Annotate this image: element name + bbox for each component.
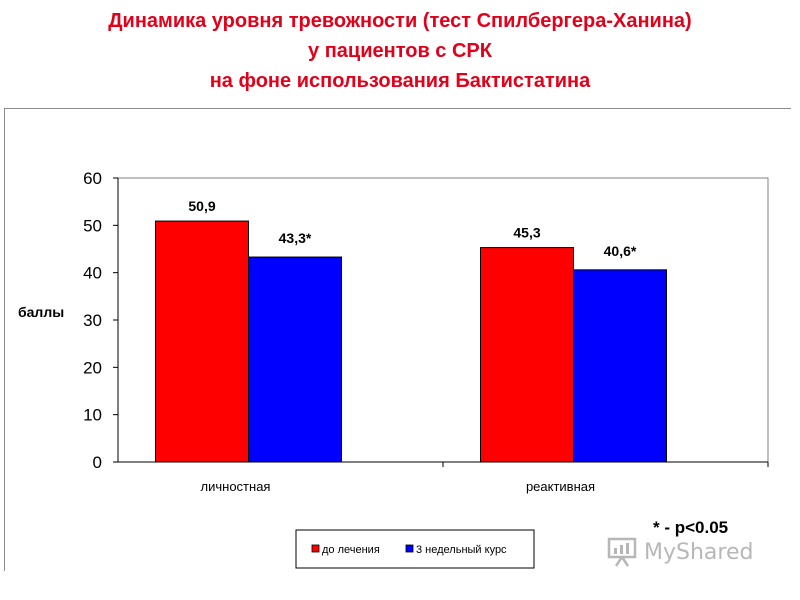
x-category-label: личностная (201, 479, 271, 494)
chart-title: Динамика уровня тревожности (тест Спилбе… (0, 6, 800, 96)
data-label: 50,9 (188, 198, 215, 214)
bar (480, 247, 574, 463)
legend-label: 3 недельный курс (416, 544, 507, 556)
bar (155, 220, 249, 463)
data-label: 40,6* (604, 243, 637, 259)
title-line-2: у пациентов с СРК (308, 40, 492, 62)
legend-box (295, 529, 535, 569)
bar (248, 256, 342, 463)
legend-swatch (311, 544, 320, 553)
data-label: 45,3 (513, 225, 540, 241)
significance-footnote: * - р<0.05 (653, 518, 729, 537)
legend: до лечения 3 недельный курс (295, 529, 535, 569)
y-tick-label: 0 (93, 453, 102, 472)
y-tick-label: 40 (83, 264, 102, 283)
presentation-board-icon (607, 537, 637, 567)
y-tick-label: 10 (83, 406, 102, 425)
title-line-3: на фоне использования Бактистатина (209, 70, 591, 92)
data-label: 43,3* (279, 230, 312, 246)
watermark-text: MyShared (644, 539, 754, 565)
title-line-1: Динамика уровня тревожности (тест Спилбе… (108, 10, 692, 32)
y-tick-label: 20 (83, 358, 102, 377)
watermark: MyShared (606, 536, 753, 568)
y-tick-label: 60 (83, 169, 102, 188)
bar (573, 269, 667, 463)
y-tick-label: 50 (83, 216, 102, 235)
y-axis-label: баллы (18, 304, 64, 320)
y-tick-label: 30 (83, 311, 102, 330)
x-category-label: реактивная (526, 479, 595, 494)
legend-label: до лечения (322, 544, 380, 556)
legend-swatch (405, 544, 414, 553)
